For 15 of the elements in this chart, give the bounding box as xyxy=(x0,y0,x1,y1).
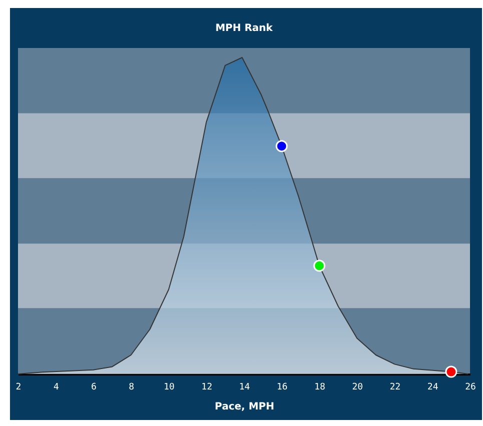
x-tick-label: 20 xyxy=(352,382,363,392)
x-tick-label: 26 xyxy=(465,382,476,392)
x-tick-label: 2 xyxy=(16,382,22,392)
x-tick-label: 24 xyxy=(427,382,438,392)
x-tick-label: 8 xyxy=(128,382,134,392)
x-axis-title: Pace, MPH xyxy=(214,402,274,412)
x-tick-label: 22 xyxy=(390,382,401,392)
x-tick-label: 10 xyxy=(164,382,175,392)
x-tick-label: 12 xyxy=(201,382,212,392)
x-tick-label: 14 xyxy=(239,382,250,392)
x-tick-label: 16 xyxy=(276,382,288,392)
x-tick-label: 18 xyxy=(314,382,326,392)
chart-title: MPH Rank xyxy=(215,23,274,34)
x-tick-label: 6 xyxy=(91,382,97,392)
x-tick-label: 4 xyxy=(53,382,59,392)
